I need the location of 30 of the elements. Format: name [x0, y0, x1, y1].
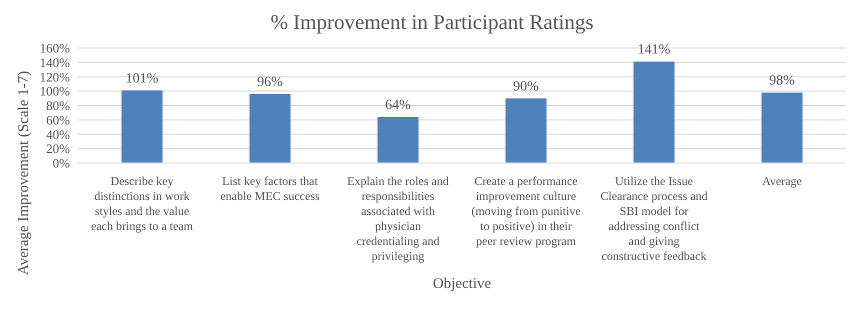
bar — [762, 92, 803, 163]
y-tick-label: 0% — [52, 156, 70, 171]
y-tick-label: 140% — [40, 54, 70, 70]
bar — [378, 117, 419, 163]
chart-title: % Improvement in Participant Ratings — [269, 10, 595, 35]
data-label: 98% — [769, 74, 796, 89]
x-tick-label: Create a performance improvement culture (moving from punitive to positive) in their peer review program — [471, 174, 581, 248]
y-tick-label: 160% — [40, 40, 70, 56]
y-tick-label: 60% — [46, 112, 70, 128]
y-tick-label: 80% — [46, 98, 70, 114]
x-tick-label: Utilize the Issue Clearance process and SBI model for addressing conflict and giving constructive feedback — [600, 174, 708, 263]
y-tick-label: 100% — [40, 84, 70, 99]
y-tick-label: 20% — [46, 141, 70, 156]
x-axis-title: Objective — [432, 276, 492, 292]
data-label: 101% — [126, 71, 159, 86]
x-tick-label: List key factors that enable MEC success — [220, 174, 320, 203]
y-tick-label: 40% — [46, 126, 70, 142]
data-label: 64% — [385, 98, 412, 113]
x-tick-label: Describe key distinctions in work styles and the value each brings to a team — [91, 174, 194, 233]
bar — [122, 90, 163, 163]
bar — [506, 98, 547, 163]
y-tick-label: 120% — [40, 69, 70, 84]
data-label: 96% — [257, 75, 284, 90]
x-tick-label: Explain the roles and responsibilities associated with physician credentialing and privileging — [347, 174, 449, 263]
data-label: 141% — [638, 42, 671, 58]
x-tick-label: Average — [762, 174, 802, 188]
y-axis-title: Average Improvement (Scale 1-7) — [16, 70, 32, 276]
bar — [634, 62, 675, 163]
data-label: 90% — [513, 79, 540, 94]
bar — [250, 94, 291, 163]
